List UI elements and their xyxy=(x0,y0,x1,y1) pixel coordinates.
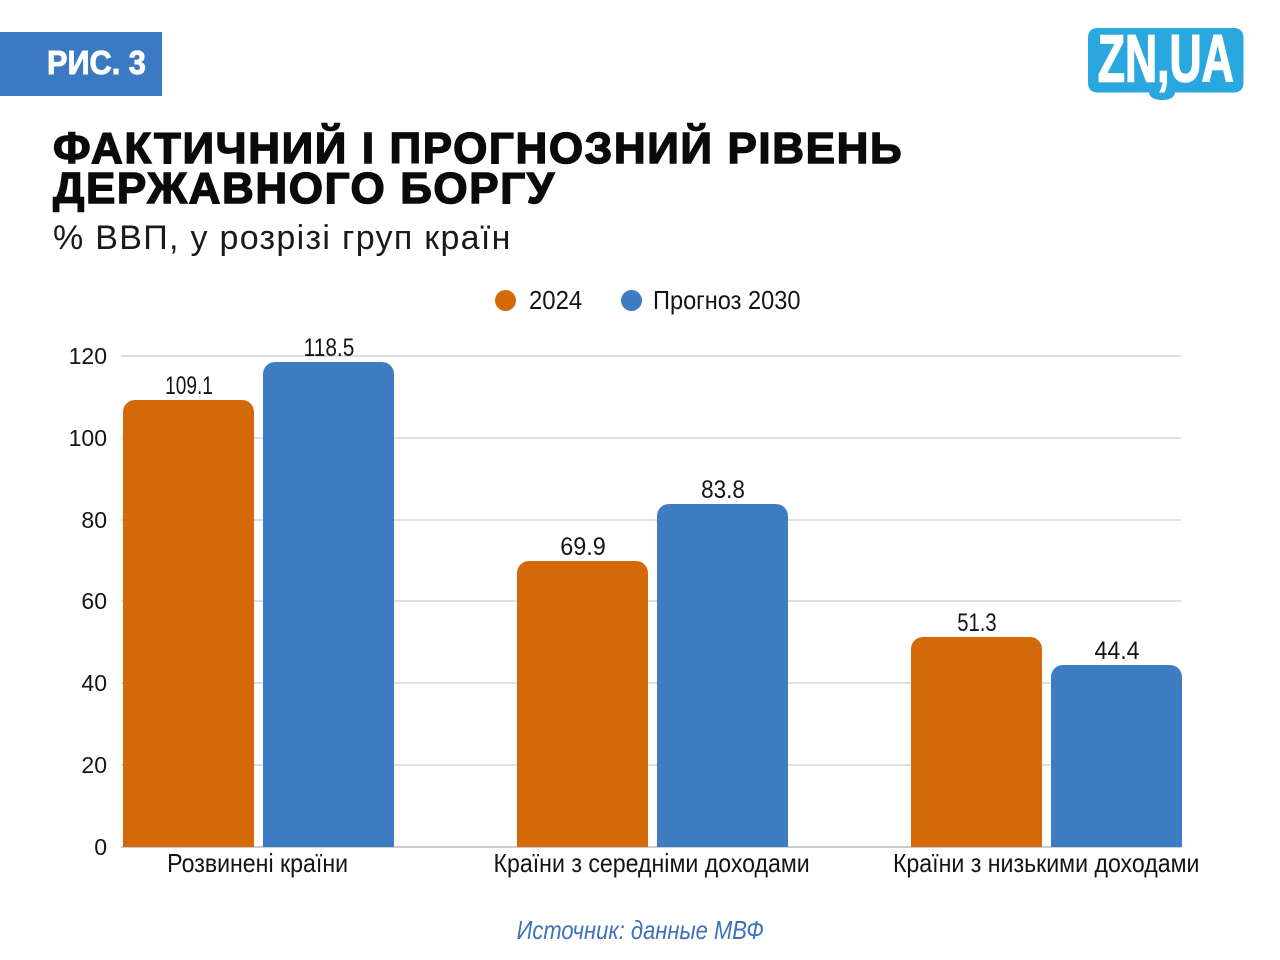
svg-text:ZN,UA: ZN,UA xyxy=(1098,21,1234,96)
